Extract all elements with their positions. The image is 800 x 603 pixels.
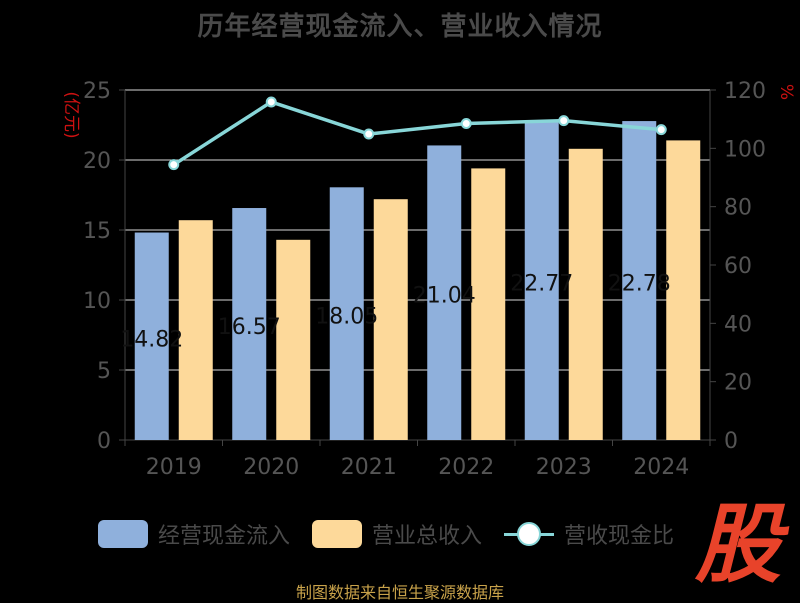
ratio-point — [655, 124, 667, 136]
legend-swatch-revenue — [312, 520, 363, 548]
bar-revenue — [666, 140, 701, 440]
y-right-tick-label: 80 — [724, 196, 752, 221]
x-tick-label: 2022 — [438, 455, 494, 480]
legend-swatch-ratio — [504, 520, 555, 548]
y-right-tick-label: 100 — [724, 137, 766, 162]
ratio-point — [168, 159, 180, 171]
ratio-point — [363, 128, 375, 140]
data-label-cash-inflow: 16.57 — [218, 315, 281, 340]
ratio-point — [265, 96, 277, 108]
bar-cash-inflow — [329, 187, 364, 440]
data-label-cash-inflow: 18.05 — [315, 305, 378, 330]
ratio-point — [558, 115, 570, 127]
legend-label-cash-inflow: 经营现金流入 — [158, 524, 291, 549]
bar-revenue — [178, 220, 213, 440]
legend-item-revenue[interactable]: 营业总收入 — [312, 518, 482, 550]
bar-cash-inflow — [232, 208, 267, 440]
data-label-cash-inflow: 22.78 — [608, 272, 671, 297]
bar-revenue — [568, 148, 603, 441]
data-source-note: 制图数据来自恒生聚源数据库 — [295, 583, 504, 602]
x-tick-label: 2019 — [146, 455, 202, 480]
bar-revenue — [276, 239, 311, 440]
x-tick-label: 2021 — [341, 455, 397, 480]
grid-lines — [125, 89, 710, 371]
ratio-point — [460, 118, 472, 130]
x-tick-label: 2023 — [536, 455, 592, 480]
data-label-cash-inflow: 14.82 — [120, 327, 183, 352]
y-right-tick-label: 0 — [724, 429, 738, 454]
bar-cash-inflow — [622, 121, 657, 440]
legend-label-ratio: 营收现金比 — [564, 524, 675, 549]
y-left-tick-label: 0 — [97, 429, 111, 454]
bars — [134, 121, 701, 441]
ratio-line-series — [168, 96, 667, 171]
bar-revenue — [471, 168, 506, 440]
y-left-tick-label: 15 — [83, 219, 111, 244]
y-left-tick-label: 20 — [83, 149, 111, 174]
y-right-axis-title: % — [776, 84, 796, 100]
data-labels: 14.82 16.57 18.05 21.04 22.77 22.78 — [120, 272, 670, 353]
y-right-tick-label: 60 — [724, 254, 752, 279]
legend-swatch-cash-inflow — [98, 520, 148, 548]
y-right-tick-label: 120 — [724, 79, 766, 104]
axis-text: 2019 2020 2021 2022 2023 2024 0 5 10 15 20 25 0 20 40 6… — [61, 79, 796, 480]
y-left-tick-label: 5 — [97, 359, 111, 384]
legend-item-ratio[interactable]: 营收现金比 — [504, 518, 674, 550]
y-right-tick-label: 40 — [724, 312, 752, 337]
y-right-tick-label: 20 — [724, 371, 752, 396]
bar-cash-inflow — [134, 232, 169, 440]
bar-cash-inflow — [427, 145, 462, 440]
bar-cash-inflow — [524, 121, 559, 440]
data-label-cash-inflow: 22.77 — [510, 272, 573, 297]
stock-logo-watermark: 股 — [695, 495, 781, 595]
y-left-tick-label: 25 — [83, 79, 111, 104]
y-left-tick-label: 10 — [83, 289, 111, 314]
legend: 经营现金流入 营业总收入 营收现金比 — [98, 518, 696, 550]
chart-title: 历年经营现金流入、营业收入情况 — [197, 12, 603, 42]
x-tick-label: 2020 — [243, 455, 299, 480]
legend-label-revenue: 营业总收入 — [372, 524, 483, 549]
x-tick-label: 2024 — [633, 455, 689, 480]
legend-item-cash-inflow[interactable]: 经营现金流入 — [98, 518, 290, 550]
data-label-cash-inflow: 21.04 — [413, 284, 476, 309]
axes — [119, 89, 716, 446]
bar-revenue — [373, 199, 408, 440]
ratio-line — [172, 100, 662, 167]
y-left-axis-title: (亿元) — [61, 91, 81, 138]
